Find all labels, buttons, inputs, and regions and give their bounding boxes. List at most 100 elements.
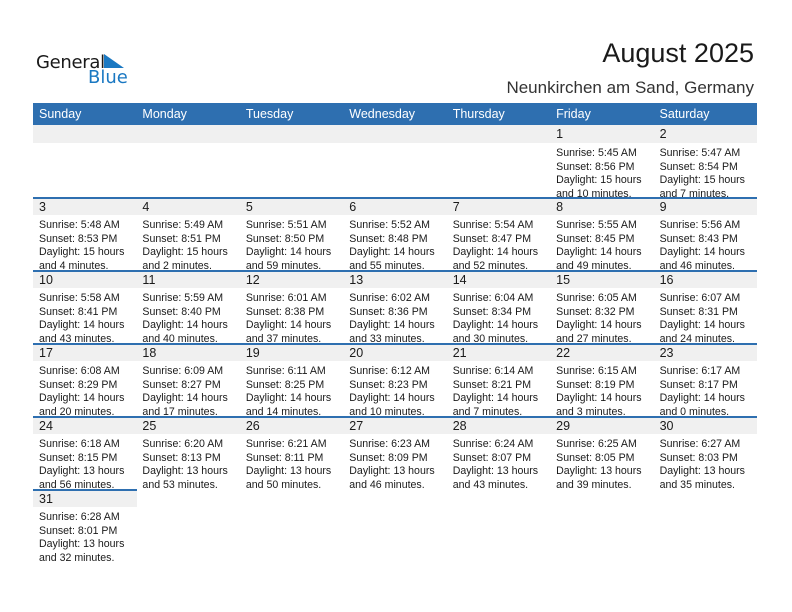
sunrise-time: Sunrise: 6:04 AM [452, 292, 534, 304]
daylight-hours: Daylight: 14 hours [349, 319, 435, 331]
daylight-hours: Daylight: 14 hours [349, 246, 435, 258]
logo-word-blue: Blue [88, 67, 128, 88]
day-cell: 1 Sunrise: 5:45 AM Sunset: 8:56 PM Daylight… [550, 125, 655, 200]
sunset-time: Sunset: 8:47 PM [452, 232, 532, 245]
weekday-header: Sunday Monday Tuesday Wednesday Thursday Frid… [33, 103, 757, 125]
day-number: 27 [343, 418, 448, 434]
daylight-minutes: and 37 minutes. [245, 332, 322, 345]
daylight-hours: Daylight: 14 hours [452, 246, 539, 258]
day-cell: 2 Sunrise: 5:47 AM Sunset: 8:54 PM Daylight… [653, 125, 758, 200]
day-cell: 26 Sunrise: 6:21 AM Sunset: 8:11 PM Dayligh… [239, 416, 344, 491]
sunset-time: Sunset: 8:41 PM [39, 305, 118, 318]
daylight-hours: Daylight: 13 hours [659, 465, 745, 477]
sunset-time: Sunset: 8:50 PM [245, 232, 325, 245]
day-cell: 29 Sunrise: 6:25 AM Sunset: 8:05 PM Dayligh… [550, 416, 655, 491]
day-number: 30 [653, 418, 758, 434]
weekday-wednesday: Wednesday [349, 107, 416, 121]
location-subtitle: Neunkirchen am Sand, Germany [506, 78, 754, 97]
daylight-minutes: and 30 minutes. [452, 332, 529, 345]
sunrise-time: Sunrise: 6:21 AM [245, 438, 327, 450]
day-number: 3 [33, 199, 137, 215]
day-cell: 14 Sunrise: 6:04 AM Sunset: 8:34 PM Dayligh… [446, 270, 551, 345]
sunset-time: Sunset: 8:17 PM [659, 378, 738, 391]
sunrise-time: Sunrise: 5:54 AM [452, 219, 534, 231]
sunrise-time: Sunrise: 6:11 AM [245, 365, 326, 377]
day-cell: 19 Sunrise: 6:11 AM Sunset: 8:25 PM Dayligh… [239, 343, 344, 418]
day-cell: 16 Sunrise: 6:07 AM Sunset: 8:31 PM Dayligh… [653, 270, 758, 345]
sunset-time: Sunset: 8:07 PM [452, 451, 532, 464]
day-number: 31 [33, 491, 137, 507]
day-number: 10 [33, 272, 137, 288]
daylight-minutes: and 49 minutes. [556, 259, 632, 272]
sunset-time: Sunset: 8:15 PM [39, 451, 118, 464]
weekday-thursday: Thursday [452, 107, 505, 121]
daylight-minutes: and 0 minutes. [659, 405, 730, 418]
daylight-hours: Daylight: 13 hours [556, 465, 642, 477]
daylight-minutes: and 35 minutes. [659, 478, 735, 491]
daylight-hours: Daylight: 14 hours [245, 319, 332, 331]
day-cell: 25 Sunrise: 6:20 AM Sunset: 8:13 PM Dayligh… [136, 416, 241, 491]
sunset-time: Sunset: 8:13 PM [142, 451, 221, 464]
daylight-minutes: and 52 minutes. [452, 259, 529, 272]
day-number: 20 [343, 345, 448, 361]
sunrise-time: Sunrise: 6:18 AM [39, 438, 120, 450]
sunrise-time: Sunrise: 6:08 AM [39, 365, 120, 377]
weekday-friday: Friday [556, 107, 591, 121]
daylight-hours: Daylight: 13 hours [349, 465, 435, 477]
sunrise-time: Sunrise: 6:14 AM [452, 365, 534, 377]
sunset-time: Sunset: 8:01 PM [39, 524, 118, 537]
sunrise-time: Sunrise: 5:59 AM [142, 292, 224, 304]
sunrise-time: Sunrise: 5:47 AM [659, 147, 741, 159]
sunset-time: Sunset: 8:43 PM [659, 232, 738, 245]
day-cell: 3 Sunrise: 5:48 AM Sunset: 8:53 PM Daylight… [33, 197, 137, 272]
daylight-hours: Daylight: 14 hours [39, 392, 125, 404]
week-row: 1 Sunrise: 5:45 AM Sunset: 8:56 PM Daylight… [33, 125, 758, 200]
daylight-hours: Daylight: 14 hours [659, 392, 745, 404]
day-number: 13 [343, 272, 448, 288]
day-number: 7 [446, 199, 551, 215]
daylight-hours: Daylight: 14 hours [556, 319, 642, 331]
week-row: 3 Sunrise: 5:48 AM Sunset: 8:53 PM Daylight… [33, 197, 758, 272]
day-number: 21 [446, 345, 551, 361]
day-cell: 9 Sunrise: 5:56 AM Sunset: 8:43 PM Daylight… [653, 197, 758, 272]
sunrise-time: Sunrise: 6:20 AM [142, 438, 224, 450]
day-cell: 22 Sunrise: 6:15 AM Sunset: 8:19 PM Dayligh… [550, 343, 655, 418]
day-number: 9 [653, 199, 758, 215]
sunrise-time: Sunrise: 6:17 AM [659, 365, 741, 377]
daylight-minutes: and 10 minutes. [556, 187, 632, 200]
daylight-minutes: and 24 minutes. [659, 332, 735, 345]
empty-day-band [33, 125, 137, 143]
daylight-minutes: and 46 minutes. [349, 478, 425, 491]
day-cell: 8 Sunrise: 5:55 AM Sunset: 8:45 PM Daylight… [550, 197, 655, 272]
daylight-hours: Daylight: 14 hours [659, 246, 745, 258]
day-number: 19 [239, 345, 344, 361]
logo-triangle-icon [104, 54, 124, 68]
day-number: 28 [446, 418, 551, 434]
daylight-minutes: and 10 minutes. [349, 405, 425, 418]
sunset-time: Sunset: 8:45 PM [556, 232, 635, 245]
daylight-hours: Daylight: 14 hours [39, 319, 125, 331]
daylight-minutes: and 33 minutes. [349, 332, 425, 345]
daylight-minutes: and 43 minutes. [452, 478, 529, 491]
sunset-time: Sunset: 8:03 PM [659, 451, 738, 464]
sunset-time: Sunset: 8:29 PM [39, 378, 118, 391]
empty-day-band [136, 125, 241, 143]
daylight-minutes: and 59 minutes. [245, 259, 322, 272]
daylight-hours: Daylight: 15 hours [142, 246, 228, 258]
day-number: 14 [446, 272, 551, 288]
sunrise-time: Sunrise: 6:01 AM [245, 292, 327, 304]
daylight-hours: Daylight: 14 hours [142, 319, 228, 331]
day-number: 1 [550, 125, 655, 143]
logo-word-general: General [36, 52, 105, 73]
day-cell: 21 Sunrise: 6:14 AM Sunset: 8:21 PM Dayligh… [446, 343, 551, 418]
day-number: 22 [550, 345, 655, 361]
day-cell: 31 Sunrise: 6:28 AM Sunset: 8:01 PM Dayligh… [33, 489, 137, 564]
daylight-minutes: and 7 minutes. [452, 405, 523, 418]
sunrise-time: Sunrise: 5:52 AM [349, 219, 430, 231]
day-cell: 6 Sunrise: 5:52 AM Sunset: 8:48 PM Daylight… [343, 197, 448, 272]
day-number: 26 [239, 418, 344, 434]
week-row: 10 Sunrise: 5:58 AM Sunset: 8:41 PM Dayligh… [33, 270, 758, 345]
daylight-hours: Daylight: 14 hours [556, 246, 642, 258]
sunset-time: Sunset: 8:51 PM [142, 232, 221, 245]
